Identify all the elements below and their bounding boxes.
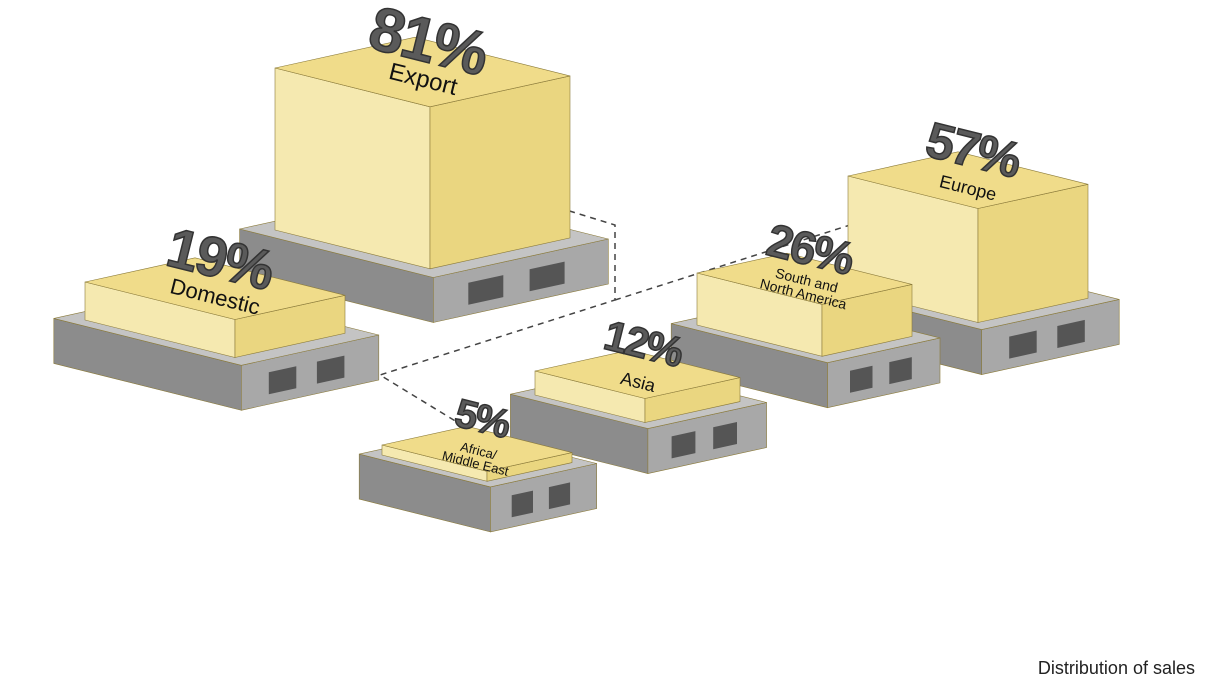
connector [614, 224, 851, 301]
pallet-gap [316, 355, 345, 384]
pallet-gap [268, 366, 297, 395]
pallet-gap [468, 275, 504, 305]
goods-box-top [84, 257, 346, 320]
goods-box-top [274, 36, 571, 108]
goods-box-top [534, 349, 741, 399]
pallet-gap [511, 490, 533, 518]
goods-box-top [381, 425, 573, 472]
pallet-gap [850, 365, 873, 393]
goods-box-top [696, 252, 913, 305]
connector-lines [378, 184, 851, 431]
pallet-gap [529, 261, 565, 292]
pallet-gap [671, 431, 696, 459]
goods-box-top [847, 151, 1089, 209]
caption: Distribution of sales [1037, 658, 1195, 678]
goods-box-front [429, 75, 571, 270]
pallet-gap [548, 482, 571, 510]
pallet-gap [1009, 330, 1037, 359]
pallet-gap [889, 357, 912, 385]
pallet-gap [1057, 319, 1085, 348]
pallet-gap [713, 422, 737, 450]
